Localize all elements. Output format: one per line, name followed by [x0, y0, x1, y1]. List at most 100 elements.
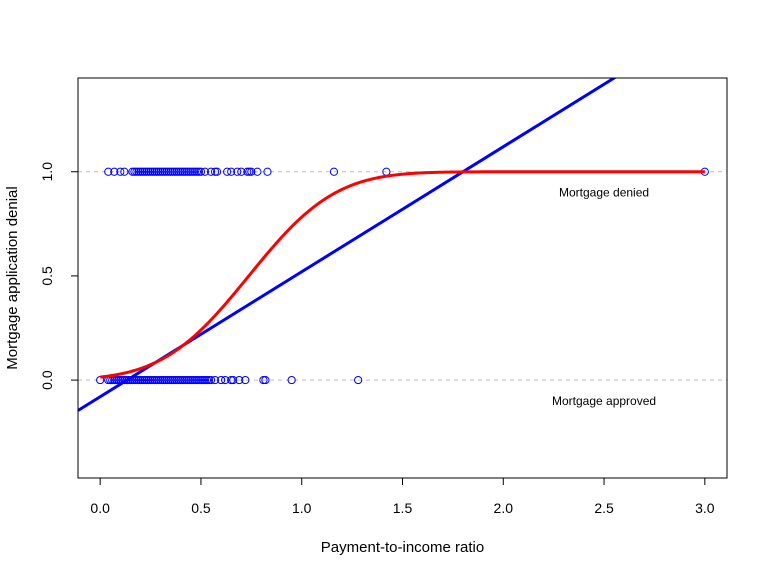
data-point-approved — [172, 375, 181, 385]
y-axis: 0.0 0.5 1.0 — [39, 162, 79, 390]
data-point-approved — [192, 375, 202, 385]
data-point-approved — [202, 375, 212, 385]
data-point-approved — [354, 375, 363, 385]
y-tick-label: 0.5 — [39, 266, 55, 286]
data-point-denied — [116, 167, 125, 176]
data-point-denied — [146, 167, 155, 176]
data-point-approved — [168, 375, 177, 385]
data-point-approved — [132, 375, 141, 385]
data-point-denied — [329, 167, 339, 176]
data-point-approved — [136, 375, 145, 385]
data-point-approved — [160, 375, 169, 385]
x-tick-label: 1.5 — [393, 500, 413, 516]
data-point-approved — [112, 375, 121, 385]
data-point-approved — [188, 375, 197, 385]
data-point-approved — [166, 375, 175, 385]
data-point-approved — [221, 375, 230, 385]
data-point-denied — [188, 167, 197, 176]
data-point-denied — [148, 167, 157, 176]
data-point-approved — [162, 375, 171, 385]
data-point-denied — [144, 167, 153, 176]
data-point-denied — [168, 167, 177, 176]
y-tick-label: 1.0 — [39, 162, 55, 182]
data-point-denied — [227, 167, 236, 176]
data-point-denied — [130, 167, 139, 176]
probit-fit-curve — [100, 170, 705, 379]
data-point-approved — [170, 375, 179, 385]
data-point-approved — [134, 375, 143, 385]
data-point-denied — [237, 167, 246, 176]
data-point-denied — [176, 167, 185, 176]
data-point-denied — [233, 167, 242, 176]
data-point-denied — [110, 167, 119, 176]
data-point-approved — [164, 375, 173, 385]
data-point-denied — [138, 167, 147, 176]
plot-box — [77, 77, 728, 479]
data-point-approved — [198, 375, 208, 385]
data-point-approved — [180, 375, 189, 385]
data-point-denied — [196, 167, 206, 176]
data-point-approved — [217, 375, 226, 385]
data-point-approved — [174, 375, 183, 385]
data-point-denied — [245, 167, 254, 176]
data-point-approved — [140, 375, 149, 385]
data-point-approved — [122, 375, 131, 385]
data-point-denied — [154, 167, 163, 176]
fit-lines — [78, 78, 705, 412]
data-point-denied — [104, 167, 113, 176]
data-point-denied — [128, 167, 137, 176]
data-point-denied — [164, 167, 173, 176]
data-point-denied — [194, 167, 204, 176]
data-point-approved — [259, 375, 268, 385]
x-tick-label: 2.5 — [594, 500, 614, 516]
data-point-approved — [204, 375, 214, 385]
data-point-approved — [241, 375, 250, 385]
data-point-denied — [172, 167, 181, 176]
y-axis-title: Mortgage application denial — [4, 186, 21, 369]
x-tick-label: 1.0 — [292, 500, 312, 516]
data-point-approved — [114, 375, 123, 385]
data-point-approved — [152, 375, 161, 385]
data-point-denied — [150, 167, 159, 176]
data-point-approved — [158, 375, 167, 385]
data-point-denied — [180, 167, 189, 176]
data-point-denied — [160, 167, 169, 176]
data-point-approved — [178, 375, 187, 385]
data-point-denied — [140, 167, 149, 176]
data-point-denied — [210, 167, 220, 176]
annotations: Mortgage denied Mortgage approved — [552, 186, 656, 408]
data-point-approved — [182, 375, 191, 385]
data-point-denied — [170, 167, 179, 176]
data-point-denied — [152, 167, 161, 176]
x-axis: 0.0 0.5 1.0 1.5 2.0 2.5 3.0 — [90, 477, 715, 516]
data-point-approved — [206, 375, 216, 385]
x-axis-title: Payment-to-income ratio — [321, 539, 484, 556]
y-tick-label: 0.0 — [39, 370, 55, 390]
data-point-approved — [227, 375, 236, 385]
annotation-label: Mortgage approved — [552, 394, 656, 408]
denied-points — [104, 167, 709, 176]
data-point-denied — [263, 167, 272, 176]
data-point-approved — [229, 375, 238, 385]
data-point-denied — [136, 167, 145, 176]
data-point-denied — [182, 167, 191, 176]
data-point-denied — [120, 167, 129, 176]
data-point-approved — [235, 375, 244, 385]
data-point-approved — [190, 375, 200, 385]
data-point-denied — [253, 167, 262, 176]
x-tick-label: 3.0 — [695, 500, 715, 516]
data-point-approved — [194, 375, 204, 385]
data-point-denied — [174, 167, 183, 176]
x-tick-label: 0.0 — [90, 500, 110, 516]
data-point-denied — [166, 167, 175, 176]
data-point-approved — [184, 375, 193, 385]
data-point-denied — [158, 167, 167, 176]
data-point-denied — [247, 167, 256, 176]
x-tick-label: 2.0 — [494, 500, 514, 516]
data-point-denied — [200, 167, 210, 176]
data-point-approved — [210, 375, 220, 385]
data-point-denied — [223, 167, 232, 176]
data-point-approved — [200, 375, 210, 385]
data-point-denied — [190, 167, 200, 176]
data-point-denied — [212, 167, 222, 176]
